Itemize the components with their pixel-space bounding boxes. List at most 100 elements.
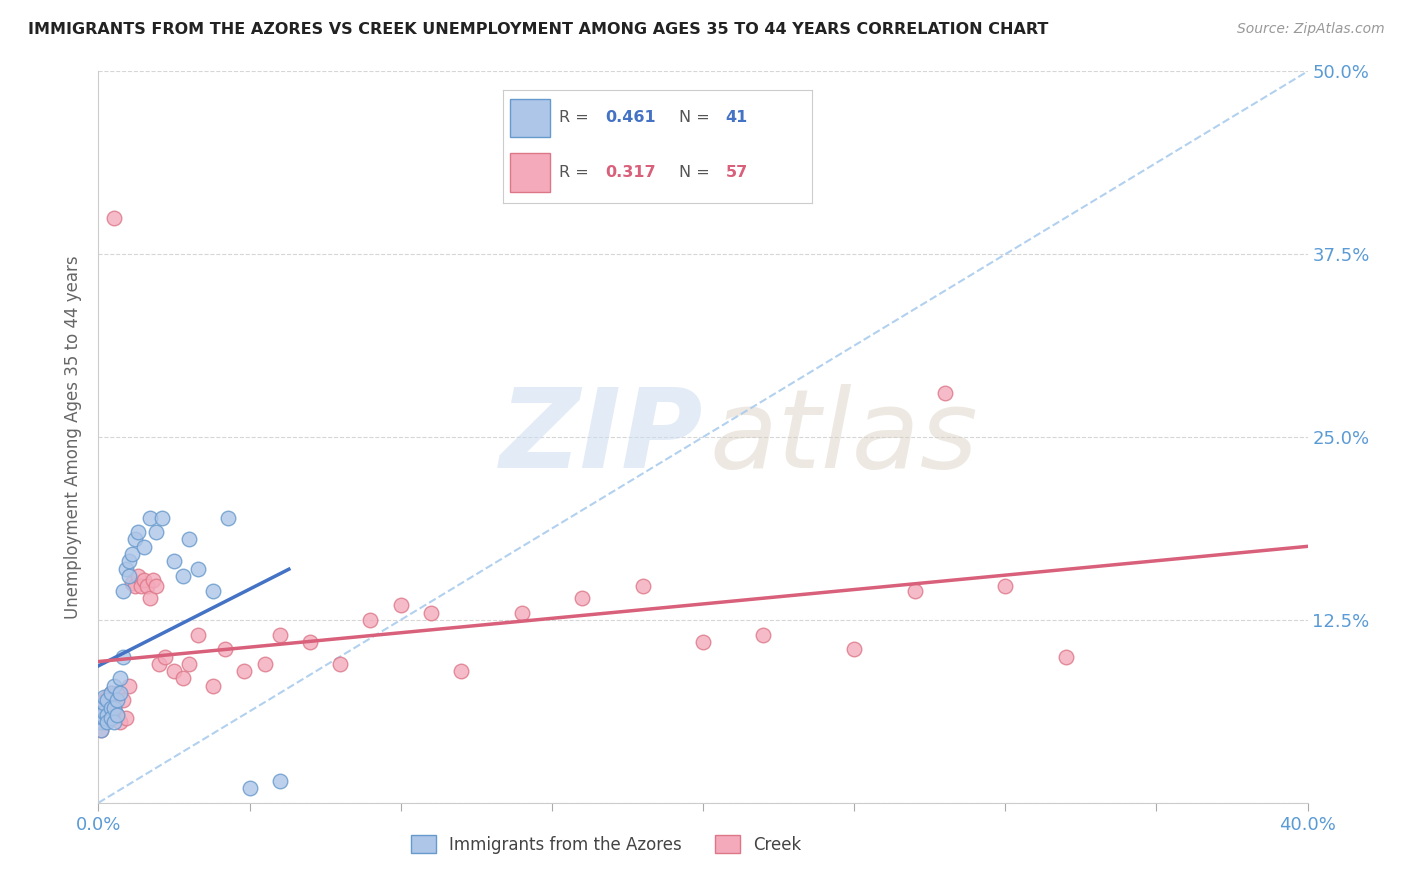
Point	[93, 708, 115, 723]
Point	[105, 708, 128, 723]
Point	[118, 554, 141, 568]
Point	[163, 554, 186, 568]
Point	[329, 657, 352, 671]
Point	[232, 664, 254, 678]
Point	[108, 672, 131, 686]
Point	[114, 562, 136, 576]
Point	[114, 711, 136, 725]
Point	[93, 696, 115, 710]
Point	[111, 649, 134, 664]
Point	[96, 708, 118, 723]
Point	[127, 569, 149, 583]
Point	[118, 679, 141, 693]
Point	[163, 664, 186, 678]
Point	[93, 715, 115, 730]
Point	[389, 599, 412, 613]
Text: ZIP: ZIP	[499, 384, 703, 491]
Point	[103, 679, 125, 693]
Point	[93, 693, 115, 707]
Point	[93, 705, 115, 719]
Point	[93, 711, 115, 725]
Point	[994, 579, 1017, 593]
Point	[299, 635, 322, 649]
Point	[179, 533, 201, 547]
Point	[111, 693, 134, 707]
Point	[904, 583, 927, 598]
Point	[142, 574, 165, 588]
Point	[90, 715, 112, 730]
Point	[269, 773, 291, 788]
Point	[90, 708, 112, 723]
Point	[150, 510, 173, 524]
Point	[214, 642, 236, 657]
Point	[132, 574, 155, 588]
Point	[124, 579, 146, 593]
Text: Source: ZipAtlas.com: Source: ZipAtlas.com	[1237, 22, 1385, 37]
Point	[100, 686, 122, 700]
Point	[100, 711, 122, 725]
Point	[111, 583, 134, 598]
Point	[217, 510, 239, 524]
Point	[132, 540, 155, 554]
Text: atlas: atlas	[709, 384, 977, 491]
Point	[172, 569, 194, 583]
Point	[631, 579, 654, 593]
Point	[360, 613, 382, 627]
Point	[179, 657, 201, 671]
Point	[121, 576, 143, 591]
Point	[121, 547, 143, 561]
Point	[90, 711, 112, 725]
Point	[148, 657, 170, 671]
Point	[450, 664, 472, 678]
Point	[105, 686, 128, 700]
Point	[103, 696, 125, 710]
Point	[90, 705, 112, 719]
Point	[100, 700, 122, 714]
Point	[153, 649, 176, 664]
Y-axis label: Unemployment Among Ages 35 to 44 years: Unemployment Among Ages 35 to 44 years	[65, 255, 83, 619]
Point	[135, 579, 157, 593]
Point	[253, 657, 276, 671]
Point	[139, 591, 162, 605]
Point	[202, 583, 225, 598]
Point	[692, 635, 714, 649]
Point	[100, 686, 122, 700]
Point	[90, 723, 112, 737]
Point	[510, 606, 533, 620]
Point	[1054, 649, 1077, 664]
Point	[187, 562, 209, 576]
Point	[90, 700, 112, 714]
Point	[187, 627, 209, 641]
Point	[127, 525, 149, 540]
Point	[239, 781, 262, 796]
Point	[752, 627, 775, 641]
Point	[96, 711, 118, 725]
Point	[93, 690, 115, 705]
Point	[96, 690, 118, 705]
Point	[96, 715, 118, 730]
Legend: Immigrants from the Azores, Creek: Immigrants from the Azores, Creek	[404, 829, 808, 860]
Point	[108, 715, 131, 730]
Point	[105, 708, 128, 723]
Point	[108, 686, 131, 700]
Point	[139, 510, 162, 524]
Point	[129, 579, 152, 593]
Point	[145, 525, 167, 540]
Point	[420, 606, 443, 620]
Point	[145, 579, 167, 593]
Point	[105, 693, 128, 707]
Text: IMMIGRANTS FROM THE AZORES VS CREEK UNEMPLOYMENT AMONG AGES 35 TO 44 YEARS CORRE: IMMIGRANTS FROM THE AZORES VS CREEK UNEM…	[28, 22, 1049, 37]
Point	[90, 696, 112, 710]
Point	[844, 642, 866, 657]
Point	[100, 708, 122, 723]
Point	[934, 386, 956, 401]
Point	[96, 693, 118, 707]
Point	[103, 700, 125, 714]
Point	[118, 569, 141, 583]
Point	[124, 533, 146, 547]
Point	[269, 627, 291, 641]
Point	[103, 211, 125, 225]
Point	[571, 591, 593, 605]
Point	[103, 700, 125, 714]
Point	[96, 700, 118, 714]
